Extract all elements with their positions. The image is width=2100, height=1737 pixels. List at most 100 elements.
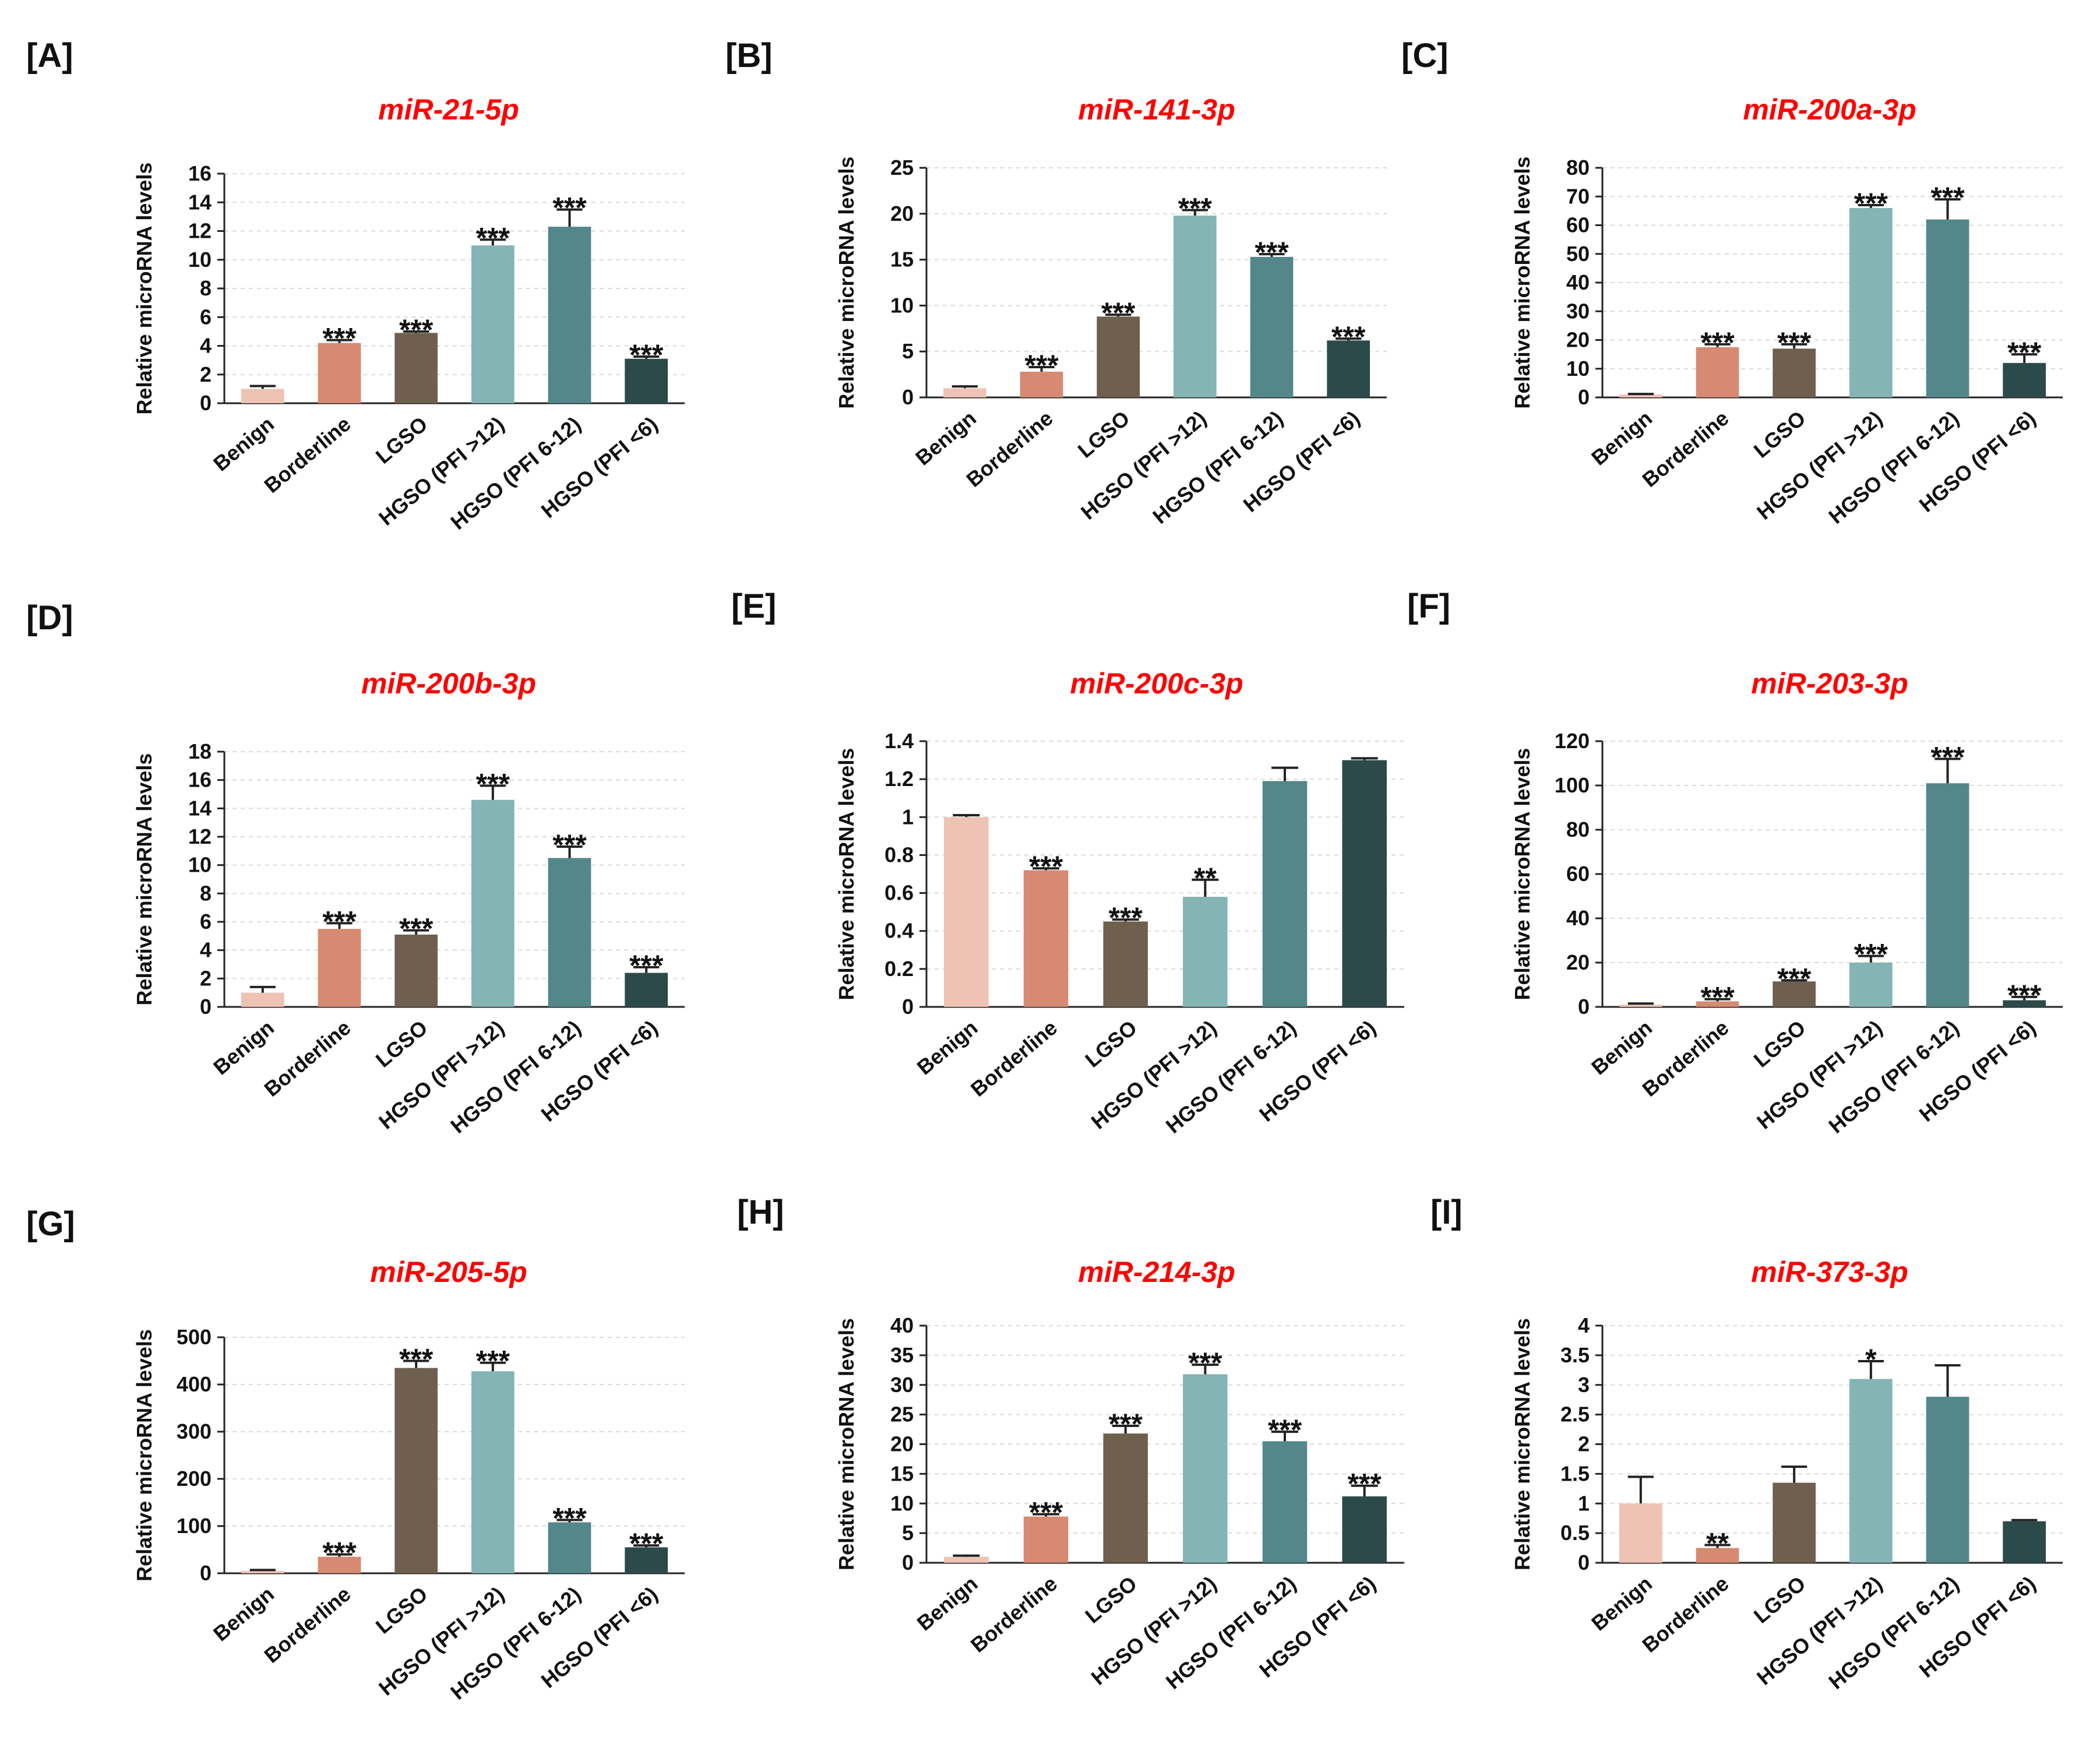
bar: [1327, 340, 1370, 397]
y-axis-label: Relative microRNA levels: [834, 1318, 858, 1570]
bar: [1696, 1548, 1739, 1563]
significance-label: **: [1194, 862, 1217, 894]
y-tick-label: 4: [1578, 1313, 1590, 1337]
y-tick-label: 1: [1578, 1491, 1590, 1515]
x-tick-label: HGSO (PFI 6-12): [1161, 1572, 1301, 1694]
y-axis-label: Relative microRNA levels: [834, 157, 858, 409]
significance-label: ***: [1331, 320, 1366, 353]
x-tick-label: LGSO: [371, 412, 432, 468]
y-tick-label: 100: [1555, 773, 1590, 797]
y-tick-label: 10: [188, 853, 212, 877]
significance-label: ***: [1347, 1468, 1382, 1500]
x-tick-label: HGSO (PFI >12): [1752, 406, 1887, 524]
x-tick-label: Benign: [209, 1016, 279, 1080]
y-axis-label: Relative microRNA levels: [132, 1329, 156, 1581]
bar: [471, 799, 515, 1007]
y-tick-label: 0.5: [1560, 1521, 1590, 1545]
significance-label: ***: [476, 221, 510, 254]
x-tick-label: HGSO (PFI 6-12): [446, 1016, 585, 1138]
x-tick-label: HGSO (PFI >12): [1076, 406, 1211, 524]
y-tick-label: 5: [902, 1521, 914, 1545]
bar: [471, 245, 515, 403]
x-tick-label: Benign: [911, 406, 981, 470]
bar: [1262, 781, 1308, 1007]
y-tick-label: 0: [902, 995, 914, 1019]
x-tick-label: HGSO (PFI 6-12): [1824, 406, 1963, 529]
significance-label: ***: [629, 949, 664, 982]
significance-label: ***: [1268, 1414, 1302, 1446]
y-tick-label: 0: [1578, 1551, 1590, 1574]
bar: [1342, 1496, 1387, 1563]
y-tick-label: 40: [890, 1313, 914, 1337]
y-tick-label: 0: [200, 995, 212, 1019]
significance-label: ***: [1777, 326, 1812, 359]
y-axis-label: Relative microRNA levels: [132, 753, 156, 1006]
y-tick-label: 500: [177, 1325, 212, 1349]
y-tick-label: 8: [200, 881, 212, 905]
x-tick-label: Benign: [209, 1582, 279, 1646]
significance-label: ***: [1188, 1347, 1222, 1379]
significance-label: ***: [629, 1527, 664, 1560]
y-axis-label: Relative microRNA levels: [1510, 1318, 1534, 1570]
y-tick-label: 12: [188, 219, 212, 243]
panel-letter: [B]: [725, 37, 773, 75]
y-tick-label: 1.2: [885, 767, 914, 791]
y-tick-label: 70: [1566, 184, 1590, 208]
significance-label: ***: [1029, 1496, 1063, 1529]
significance-label: ***: [399, 313, 434, 346]
x-tick-label: LGSO: [1080, 1016, 1141, 1072]
y-tick-label: 14: [188, 796, 212, 820]
chart-panel: [A] miR-21-5p 0 2 4 6 8 10 12 14 16 Relative microR…: [26, 37, 685, 534]
y-tick-label: 25: [890, 1403, 914, 1426]
y-tick-label: 15: [890, 248, 914, 272]
chart-title: miR-21-5p: [378, 93, 519, 126]
bar: [318, 1556, 361, 1573]
y-tick-label: 2.5: [1560, 1403, 1590, 1426]
bar: [394, 934, 438, 1007]
bar: [1619, 394, 1662, 397]
y-tick-label: 3: [1578, 1373, 1590, 1397]
bar: [548, 1522, 591, 1573]
bar: [241, 389, 284, 403]
panel-letter: [I]: [1430, 1193, 1463, 1231]
chart-title: miR-141-3p: [1078, 93, 1235, 126]
y-tick-label: 20: [890, 202, 914, 226]
bar: [1023, 870, 1069, 1007]
y-axis-label: Relative microRNA levels: [1510, 157, 1534, 409]
significance-label: ***: [1777, 962, 1812, 995]
y-tick-label: 18: [188, 739, 212, 763]
bar: [548, 858, 591, 1007]
y-tick-label: 12: [188, 825, 212, 848]
bar: [318, 929, 361, 1007]
bar: [1849, 1379, 1893, 1563]
y-tick-label: 80: [1566, 818, 1590, 841]
chart-title: miR-200b-3p: [361, 667, 536, 700]
y-tick-label: 0.2: [885, 957, 914, 981]
significance-label: ***: [2007, 979, 2042, 1012]
bar: [1020, 371, 1063, 397]
x-tick-label: LGSO: [371, 1582, 432, 1639]
y-tick-label: 16: [188, 768, 212, 792]
bar: [1103, 1433, 1148, 1563]
y-tick-label: 0: [902, 385, 914, 409]
significance-label: ***: [1178, 192, 1213, 224]
y-tick-label: 6: [200, 305, 212, 329]
x-tick-label: Benign: [1587, 1016, 1657, 1080]
y-tick-label: 1.5: [1560, 1461, 1590, 1485]
chart-title: miR-373-3p: [1751, 1256, 1908, 1288]
bar: [625, 1547, 668, 1573]
y-tick-label: 50: [1566, 242, 1590, 266]
y-tick-label: 40: [1566, 906, 1590, 930]
x-tick-label: LGSO: [1749, 1016, 1810, 1072]
x-tick-label: HGSO (PFI >12): [374, 1582, 509, 1700]
y-tick-label: 40: [1566, 270, 1590, 294]
panel-letter: [F]: [1407, 587, 1450, 625]
significance-label: ***: [1930, 181, 1965, 214]
panel-letter: [D]: [26, 599, 73, 637]
y-tick-label: 0: [1578, 995, 1590, 1019]
chart-panel: [D] miR-200b-3p 0 2 4 6 8 10 12 14 16 18 Relative mi…: [26, 599, 685, 1138]
bar: [1926, 1397, 1969, 1563]
significance-label: ***: [1024, 349, 1059, 382]
y-tick-label: 60: [1566, 862, 1590, 886]
x-tick-label: LGSO: [1749, 406, 1810, 463]
